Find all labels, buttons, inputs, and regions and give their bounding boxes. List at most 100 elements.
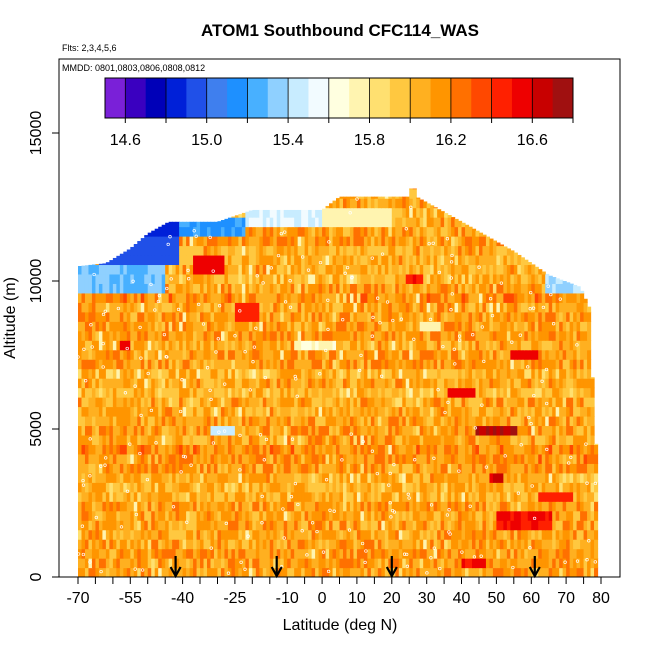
heat-cell [196, 425, 201, 436]
heat-cell [175, 273, 180, 284]
heat-cell [147, 264, 152, 275]
heat-cell [370, 501, 375, 512]
heat-cell [510, 434, 515, 445]
heat-cell [594, 501, 599, 512]
heat-cell [545, 501, 550, 512]
heat-cell [360, 273, 365, 284]
heat-cell [402, 321, 407, 332]
heat-cell [210, 387, 215, 398]
heat-cell [172, 283, 177, 294]
heat-cell [154, 510, 159, 521]
heat-cell [220, 548, 226, 559]
heat-cell [133, 349, 138, 360]
heat-cell [419, 501, 424, 512]
heat-cell [172, 368, 177, 379]
heat-cell [513, 463, 518, 474]
heat-cell [440, 406, 445, 417]
heat-cell [245, 406, 250, 417]
heat-cell [363, 415, 368, 427]
heat-cell [433, 520, 438, 531]
heat-cell [349, 349, 355, 360]
heat-cell [154, 340, 159, 351]
heat-cell [555, 529, 560, 540]
heat-cell [248, 567, 253, 577]
heat-cell [587, 453, 592, 464]
heat-cell [555, 387, 560, 398]
heat-cell [506, 378, 511, 389]
heat-cell [189, 434, 194, 445]
heat-cell [426, 520, 431, 531]
heat-cell [506, 510, 511, 521]
heat-cell [513, 264, 518, 275]
heat-cell [342, 273, 348, 284]
heat-cell [451, 434, 456, 445]
heat-cell [499, 558, 504, 569]
heat-cell [503, 520, 508, 531]
heat-cell [465, 349, 470, 360]
heat-cell [360, 378, 365, 389]
heat-cell [175, 482, 180, 493]
heat-cell [409, 558, 414, 569]
heat-cell [356, 302, 362, 313]
heat-cell [451, 311, 456, 322]
heat-cell [234, 368, 239, 379]
heat-cell [587, 306, 592, 313]
heat-cell [524, 340, 529, 351]
heat-cell [276, 472, 281, 483]
heat-cell [126, 368, 131, 379]
heat-cell [262, 567, 267, 577]
heat-cell [499, 539, 504, 550]
heat-cell [482, 406, 487, 417]
heat-cell [84, 349, 90, 360]
heat-cell [137, 567, 142, 577]
heat-cell [409, 425, 414, 436]
heat-cell [346, 406, 351, 417]
heat-cell [231, 529, 236, 540]
heat-cell [276, 359, 281, 370]
heat-cell [461, 491, 466, 502]
heat-cell [304, 415, 309, 427]
heat-cell [255, 567, 260, 577]
heat-cell [451, 482, 456, 493]
heat-cell [580, 378, 585, 389]
heat-cell [179, 558, 184, 569]
heat-cell [541, 529, 546, 540]
heat-cell [381, 520, 386, 531]
heat-cell [541, 406, 546, 417]
heat-cell [562, 510, 567, 521]
heat-cell [109, 501, 114, 512]
heat-cell [510, 330, 515, 341]
heat-cell [126, 463, 131, 474]
heat-cell [325, 415, 330, 427]
heat-cell [388, 302, 393, 313]
heat-cell [98, 283, 104, 294]
heat-cell [231, 444, 236, 455]
heat-cell [531, 415, 536, 427]
heat-cell [513, 548, 518, 559]
heat-cell [360, 368, 365, 379]
heat-cell [196, 321, 201, 332]
heat-cell [217, 453, 222, 464]
heat-cell [583, 302, 588, 313]
heat-cell [545, 482, 550, 493]
heat-cell [566, 425, 571, 436]
heat-cell [78, 273, 83, 284]
heat-cell [576, 434, 581, 445]
heat-cell [360, 472, 365, 483]
heat-cell [339, 520, 344, 531]
heat-cell [437, 425, 442, 436]
heat-cell [440, 273, 445, 284]
heat-cell [276, 292, 281, 303]
heat-cell [88, 548, 93, 559]
heat-cell [147, 359, 152, 370]
heat-cell [290, 254, 295, 266]
heat-cell [367, 510, 372, 521]
heat-cell [506, 415, 511, 427]
heat-cell [423, 387, 428, 398]
heat-cell [287, 349, 292, 360]
heat-cell [454, 444, 459, 455]
heat-cell [154, 415, 159, 427]
heat-cell [126, 529, 131, 540]
heat-cell [130, 444, 135, 455]
heat-cell [109, 292, 114, 303]
